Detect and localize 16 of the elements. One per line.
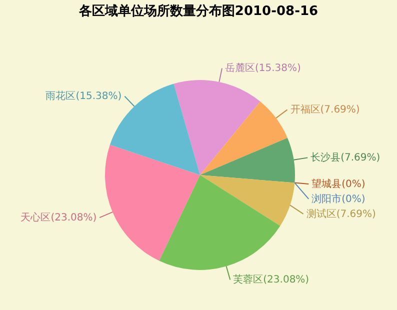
slice-label: 天心区(23.08%) xyxy=(20,212,97,224)
legend-label: 浏阳市(0%) xyxy=(312,192,366,205)
category-label: 望城县(0%) xyxy=(312,178,366,190)
pie-slice xyxy=(200,175,295,226)
slice-label: 开福区(7.69%) xyxy=(290,104,360,116)
pie-slice xyxy=(174,80,260,175)
pie-slice xyxy=(200,102,288,175)
slice-label: 长沙县(7.69%) xyxy=(310,152,380,164)
slice-label: 测试区(7.69%) xyxy=(306,208,376,220)
pie-slice xyxy=(200,138,295,183)
pie-slice xyxy=(105,144,200,261)
chart-title: 各区域单位场所数量分布图2010-08-16 xyxy=(78,3,318,19)
slice-label: 雨花区(15.38%) xyxy=(46,90,122,102)
slice-label: 岳麓区(15.38%) xyxy=(225,62,302,74)
pie-slice xyxy=(159,175,280,270)
slice-label: 芙蓉区(23.08%) xyxy=(233,274,310,286)
